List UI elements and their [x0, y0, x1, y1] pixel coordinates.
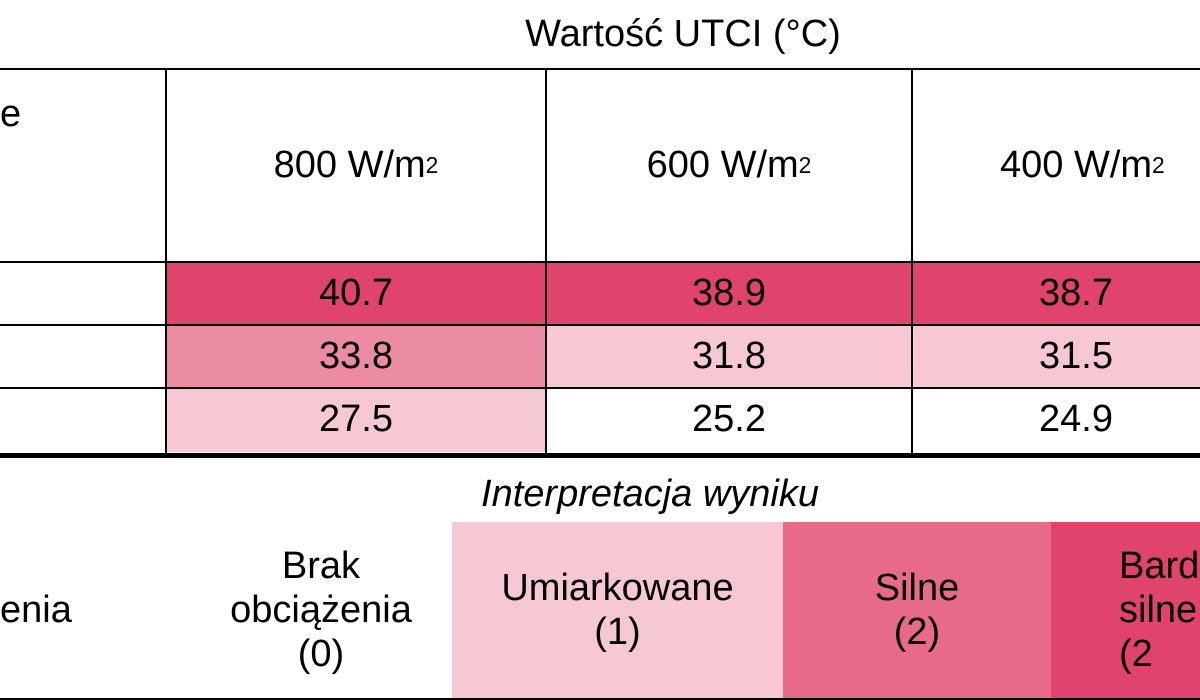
table-title: Wartość UTCI (°C)	[525, 13, 841, 56]
legend-left-fragment: enia	[0, 589, 72, 632]
grid-line	[0, 68, 1200, 70]
legend-item-moderate: Umiarkowane (1)	[452, 522, 783, 700]
grid-line	[0, 324, 1200, 326]
legend-item-none: Brak obciążenia (0)	[190, 522, 452, 700]
table-cell: 24.9	[912, 388, 1200, 452]
grid-line	[0, 261, 1200, 263]
grid-line	[0, 698, 1200, 700]
utci-table: Wartość UTCI (°C) e 800 W/m 2 600 W/m 2 40…	[0, 13, 1200, 454]
column-header-600: 600 W/m 2	[646, 144, 812, 187]
table-cell: 40.7	[166, 262, 546, 325]
table-cell: 25.2	[546, 388, 912, 452]
table-cell: 27.5	[166, 388, 546, 452]
section-divider	[0, 453, 1200, 458]
legend-item-very-strong: Bard silne (2	[1051, 522, 1200, 700]
grid-line	[165, 68, 167, 454]
legend: Interpretacja wyniku enia Brak obciążeni…	[0, 458, 1200, 700]
grid-line	[0, 387, 1200, 389]
table-cell: 33.8	[166, 325, 546, 388]
table-cell: 38.7	[912, 262, 1200, 325]
grid-line	[911, 68, 913, 454]
column-header-400: 400 W/m 2	[1000, 144, 1165, 187]
table-cell: 38.9	[546, 262, 912, 325]
table-cell: 31.5	[912, 325, 1200, 388]
column-header-800: 800 W/m 2	[273, 144, 439, 187]
grid-line	[545, 68, 547, 454]
legend-title: Interpretacja wyniku	[481, 473, 819, 516]
legend-item-strong: Silne (2)	[783, 522, 1051, 700]
table-cell: 31.8	[546, 325, 912, 388]
left-header-fragment: e	[0, 93, 22, 136]
